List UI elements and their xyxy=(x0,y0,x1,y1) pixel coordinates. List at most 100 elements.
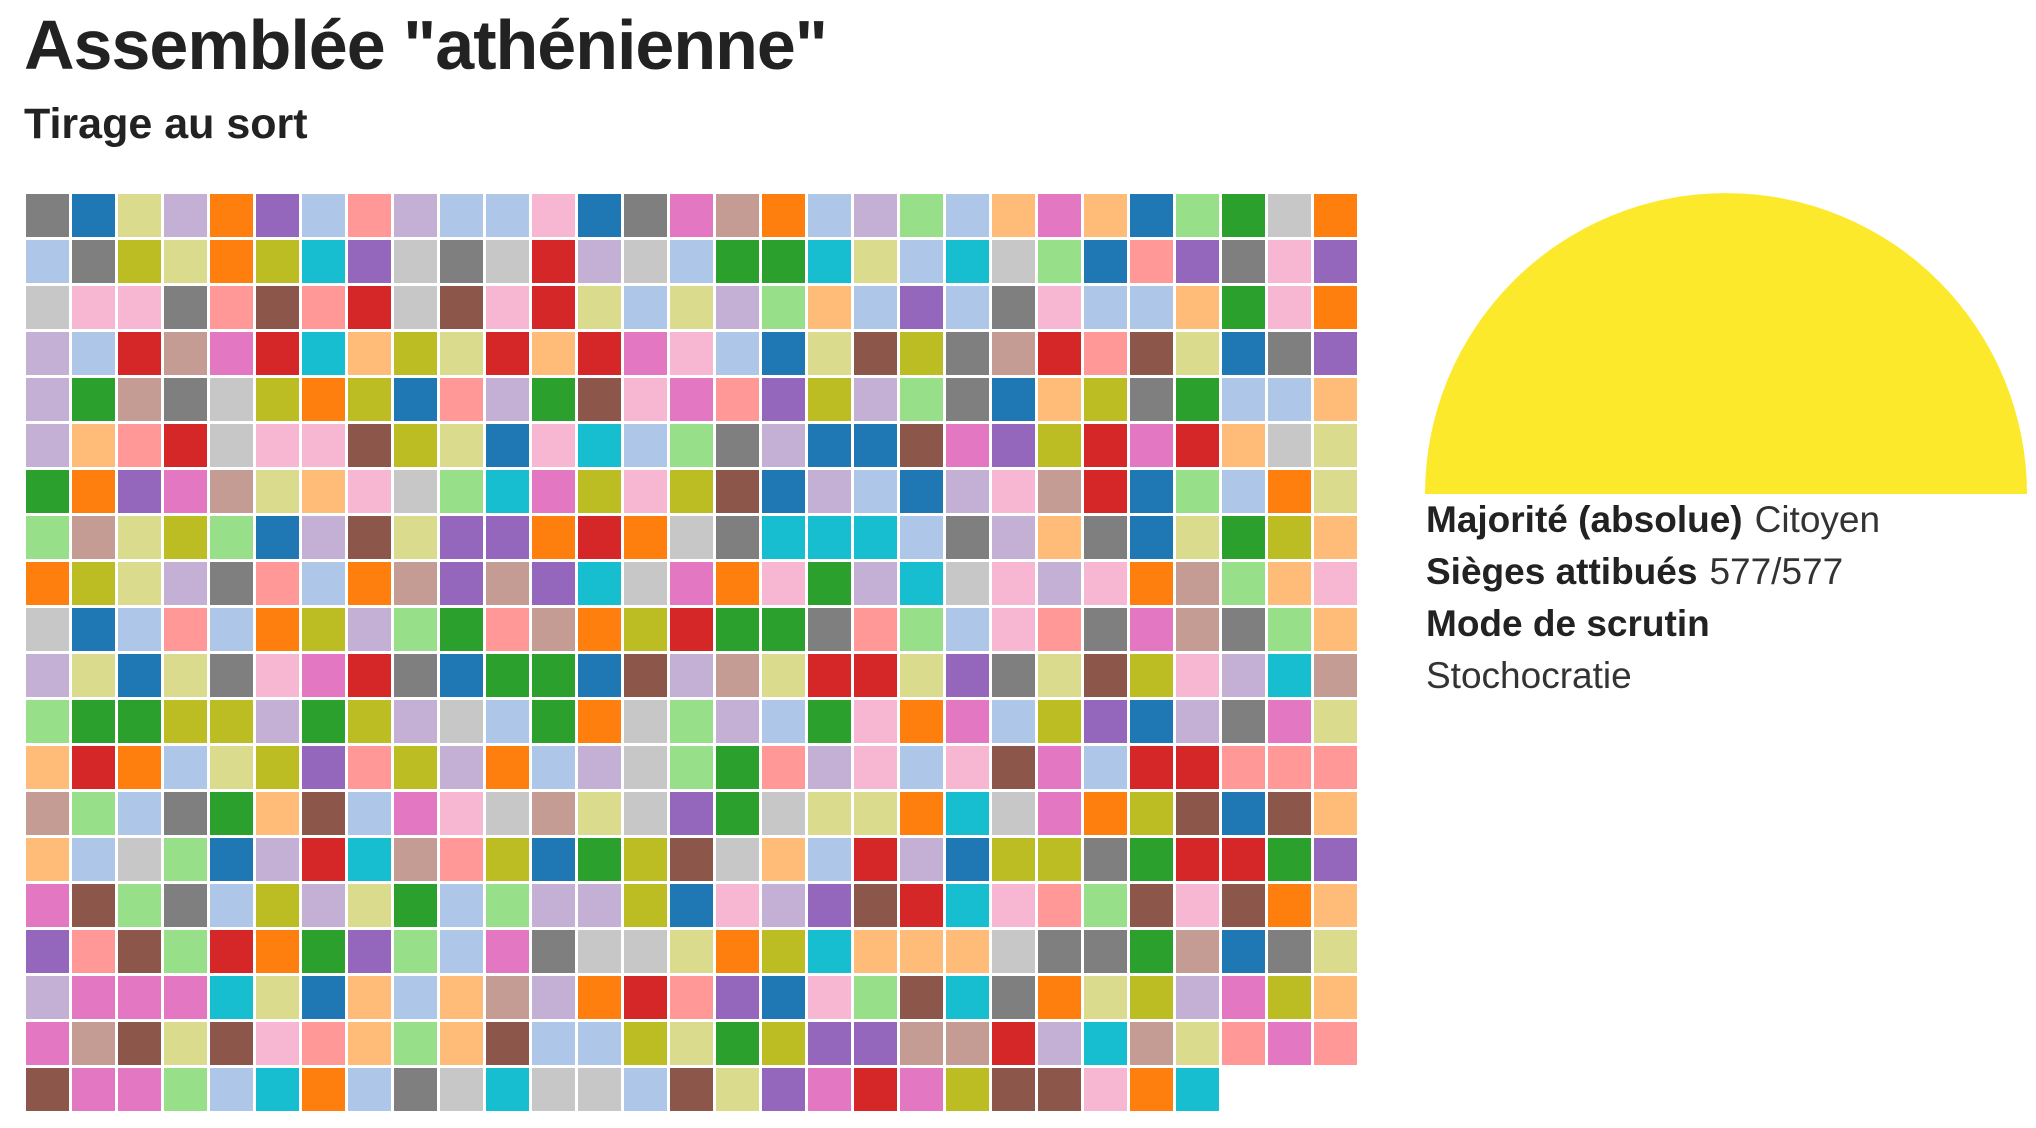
seat xyxy=(578,562,621,605)
seat xyxy=(624,332,667,375)
seat xyxy=(716,286,759,329)
seat xyxy=(1084,746,1127,789)
majority-row: Majorité (absolue) Citoyen xyxy=(1426,494,2026,546)
seat xyxy=(348,470,391,513)
seat xyxy=(946,746,989,789)
seat xyxy=(1314,516,1357,559)
seat xyxy=(210,654,253,697)
seat xyxy=(394,792,437,835)
seat xyxy=(164,792,207,835)
majority-value: Citoyen xyxy=(1754,499,1881,540)
seat xyxy=(440,700,483,743)
seat xyxy=(808,930,851,973)
seat xyxy=(716,378,759,421)
seat xyxy=(992,838,1035,881)
seat xyxy=(210,332,253,375)
seat xyxy=(256,562,299,605)
seat xyxy=(26,194,69,237)
seat xyxy=(1038,792,1081,835)
seat xyxy=(1130,470,1173,513)
seat xyxy=(1038,378,1081,421)
seat xyxy=(1314,562,1357,605)
seat xyxy=(624,240,667,283)
seat xyxy=(900,746,943,789)
seat xyxy=(762,516,805,559)
seat xyxy=(808,286,851,329)
seat xyxy=(1268,378,1311,421)
seat xyxy=(1314,378,1357,421)
seat xyxy=(762,838,805,881)
seat xyxy=(164,884,207,927)
seat xyxy=(118,746,161,789)
seat xyxy=(808,884,851,927)
seat xyxy=(1176,194,1219,237)
seat xyxy=(1130,332,1173,375)
majority-label: Majorité (absolue) xyxy=(1426,499,1743,540)
seat xyxy=(1176,1022,1219,1065)
seat xyxy=(1176,286,1219,329)
seat xyxy=(1268,838,1311,881)
seat xyxy=(486,378,529,421)
seat xyxy=(762,654,805,697)
seat xyxy=(578,424,621,467)
seat xyxy=(1314,424,1357,467)
seat xyxy=(762,792,805,835)
seat xyxy=(210,700,253,743)
seat xyxy=(854,562,897,605)
seat xyxy=(348,792,391,835)
seat xyxy=(578,332,621,375)
seat xyxy=(486,700,529,743)
seat xyxy=(210,608,253,651)
seat xyxy=(118,562,161,605)
seat xyxy=(992,608,1035,651)
seat xyxy=(486,1068,529,1111)
seat xyxy=(302,1068,345,1111)
seat xyxy=(624,1022,667,1065)
seat xyxy=(578,470,621,513)
seat xyxy=(1268,424,1311,467)
seat xyxy=(670,976,713,1019)
seat xyxy=(900,884,943,927)
seat xyxy=(946,792,989,835)
seat xyxy=(1084,930,1127,973)
seat xyxy=(808,378,851,421)
seat xyxy=(1130,286,1173,329)
mode-label: Mode de scrutin xyxy=(1426,603,1710,644)
seat xyxy=(1084,516,1127,559)
seat xyxy=(716,976,759,1019)
seat xyxy=(256,976,299,1019)
seats-value: 577/577 xyxy=(1709,551,1844,592)
seat xyxy=(348,378,391,421)
seat xyxy=(164,1022,207,1065)
seat xyxy=(348,1068,391,1111)
seat xyxy=(164,378,207,421)
seat xyxy=(256,700,299,743)
seat xyxy=(118,884,161,927)
seat xyxy=(1222,746,1265,789)
seat xyxy=(118,424,161,467)
seat xyxy=(854,378,897,421)
seat xyxy=(670,838,713,881)
seat xyxy=(762,930,805,973)
seat xyxy=(164,654,207,697)
seat xyxy=(1130,884,1173,927)
seat xyxy=(118,194,161,237)
seat xyxy=(394,240,437,283)
seat xyxy=(164,332,207,375)
page-title: Assemblée "athénienne" xyxy=(24,6,828,84)
seat xyxy=(394,378,437,421)
seat xyxy=(578,1022,621,1065)
seat xyxy=(900,378,943,421)
seat xyxy=(532,240,575,283)
seat xyxy=(302,516,345,559)
seats-row: Sièges attibués 577/577 xyxy=(1426,546,2026,598)
seat xyxy=(210,516,253,559)
seat xyxy=(1130,654,1173,697)
seat xyxy=(1130,792,1173,835)
seat xyxy=(118,700,161,743)
seat xyxy=(670,424,713,467)
seat xyxy=(578,792,621,835)
seat xyxy=(1314,1022,1357,1065)
seat xyxy=(1176,378,1219,421)
seat xyxy=(1268,930,1311,973)
